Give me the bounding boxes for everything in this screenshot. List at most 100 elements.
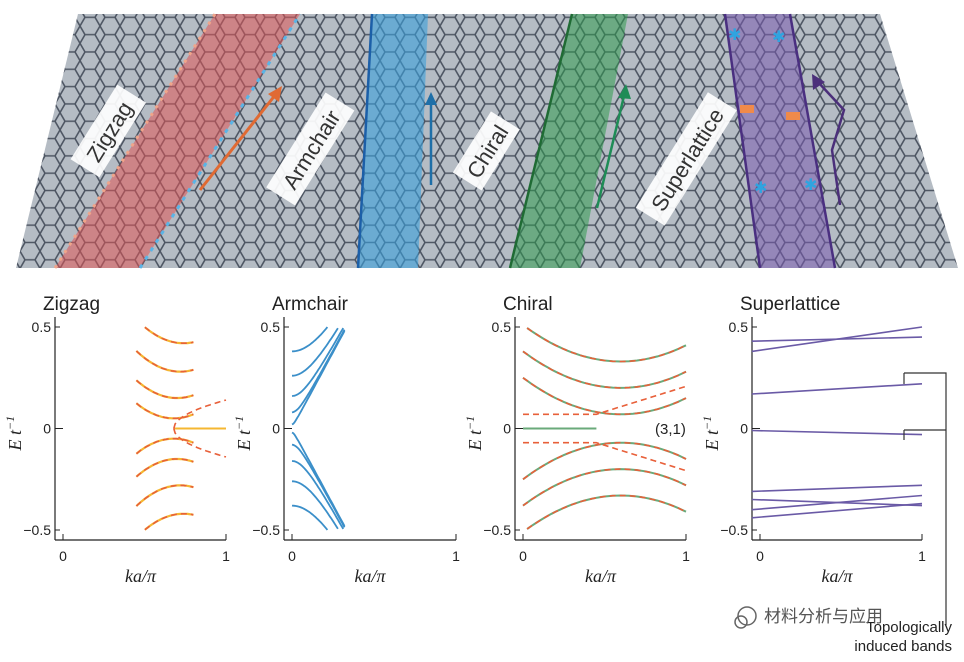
band-line (526, 494, 687, 530)
zigzag-ribbon (55, 14, 300, 268)
edge-state-dashed (523, 385, 687, 416)
y-tick-label: 0 (43, 421, 51, 437)
chiral-arrow (595, 84, 631, 209)
band-line (751, 383, 923, 395)
band-line-dashed (135, 350, 194, 373)
panel-title: Superlattice (740, 294, 840, 315)
band-line (291, 327, 344, 397)
band-line-dashed (135, 484, 194, 507)
band-line (135, 457, 194, 478)
edge-state-dashed (523, 441, 687, 472)
panel-chiral: Chiral 0.5 0 −0.5 0 1 E t−1 ka/π (463, 294, 690, 586)
band-line (292, 480, 339, 530)
band-line-dashed (144, 513, 194, 531)
x-tick-label: 1 (682, 548, 690, 564)
armchair-arrow (425, 92, 437, 185)
band-line-dashed (135, 379, 194, 399)
chiral-index-label: (3,1) (655, 421, 686, 438)
y-axis-label: E t−1 (3, 416, 25, 452)
band-line-dashed (526, 494, 687, 530)
topological-label-line1: Topologically (866, 619, 952, 636)
x-tick-label: 0 (288, 548, 296, 564)
x-axis-label: ka/π (585, 566, 617, 586)
y-tick-label: 0.5 (261, 319, 281, 335)
x-axis-label: ka/π (125, 566, 157, 586)
band-line (144, 512, 194, 531)
x-tick-label: 1 (452, 548, 460, 564)
band-line (751, 502, 923, 519)
svg-text:✱: ✱ (754, 180, 767, 197)
band-line-dashed (522, 441, 687, 480)
y-axis-label: E t−1 (700, 416, 722, 452)
band-panels: Zigzag 0.5 0 −0.5 0 1 E t−1 ka/π Armchair 0.5 0 −0.… (3, 294, 926, 586)
y-tick-label: 0.5 (32, 319, 52, 335)
topological-bands-bracket (903, 372, 947, 625)
y-tick-label: 0 (740, 421, 748, 437)
x-axis-label: ka/π (821, 566, 853, 586)
band-line (751, 494, 923, 511)
x-tick-label: 0 (519, 548, 527, 564)
x-axis-label: ka/π (354, 566, 386, 586)
watermark: 材料分析与应用 (734, 606, 883, 629)
edge-state-dashed (173, 428, 227, 458)
band-line (135, 379, 194, 400)
y-tick-label: 0.5 (729, 319, 749, 335)
topological-label-line2: induced bands (854, 638, 952, 655)
band-line (291, 504, 329, 531)
band-line-dashed (522, 468, 687, 507)
band-line-dashed (135, 458, 194, 478)
band-line (522, 468, 687, 507)
band-line (522, 441, 687, 481)
band-line (135, 437, 194, 455)
y-axis-label: E t−1 (463, 416, 485, 452)
y-tick-label: −0.5 (252, 522, 280, 538)
y-axis-label-sup: −1 (3, 416, 17, 430)
y-tick-label: −0.5 (720, 522, 748, 538)
x-tick-label: 0 (59, 548, 67, 564)
svg-text:✱: ✱ (728, 27, 741, 44)
x-tick-label: 0 (756, 548, 764, 564)
panel-zigzag: Zigzag 0.5 0 −0.5 0 1 E t−1 ka/π (3, 294, 230, 586)
chiral-ribbon (510, 14, 628, 268)
band-line (144, 326, 194, 345)
y-tick-label: −0.5 (23, 522, 51, 538)
panel-title: Armchair (272, 294, 349, 315)
band-line (522, 350, 687, 389)
band-line-dashed (526, 327, 687, 363)
panel-superlattice: Superlattice 0.5 0 −0.5 0 1 E t−1 ka/π (700, 294, 926, 586)
y-tick-label: 0.5 (492, 319, 512, 335)
panel-armchair: Armchair 0.5 0 −0.5 0 1 E t−1 ka/π (232, 294, 460, 586)
x-tick-label: 1 (222, 548, 230, 564)
band-line-dashed (522, 377, 687, 416)
y-axis-label-sup: −1 (700, 416, 714, 430)
svg-text:✱: ✱ (804, 177, 817, 194)
svg-text:✱: ✱ (772, 29, 785, 46)
band-line (291, 460, 344, 530)
y-axis-label-sup: −1 (232, 416, 246, 430)
y-tick-label: −0.5 (483, 522, 511, 538)
superlattice-defects: ✱ ✱ ✱ ✱ (728, 27, 817, 197)
x-tick-label: 1 (918, 548, 926, 564)
band-line-dashed (135, 402, 194, 420)
armchair-ribbon (358, 14, 428, 268)
band-line (526, 327, 687, 363)
band-line (751, 484, 923, 493)
band-line (292, 327, 339, 377)
edge-state-dashed (173, 399, 227, 429)
watermark-text: 材料分析与应用 (764, 607, 883, 627)
band-line-dashed (135, 437, 194, 455)
band-line (751, 326, 923, 353)
superlattice-arrow (812, 74, 846, 206)
y-tick-label: 0 (272, 421, 280, 437)
y-axis-label-sup: −1 (463, 416, 477, 430)
zigzag-arrow (198, 86, 282, 191)
panel-title: Zigzag (43, 294, 100, 315)
band-line (751, 429, 923, 436)
band-line-dashed (144, 326, 194, 344)
band-line-dashed (522, 350, 687, 389)
y-tick-label: 0 (503, 421, 511, 437)
panel-title: Chiral (503, 294, 553, 315)
band-line (522, 376, 687, 416)
band-line (291, 443, 346, 528)
